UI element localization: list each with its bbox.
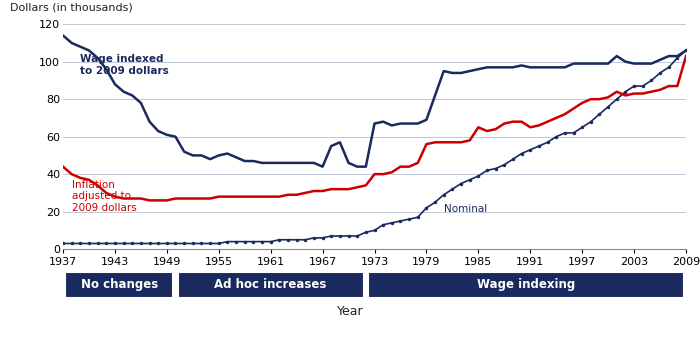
Text: Wage indexed
to 2009 dollars: Wage indexed to 2009 dollars (80, 54, 169, 76)
Text: Wage indexing: Wage indexing (477, 278, 575, 291)
Text: Year: Year (337, 305, 363, 318)
Text: Ad hoc increases: Ad hoc increases (214, 278, 327, 291)
Text: Inflation
adjusted to
2009 dollars: Inflation adjusted to 2009 dollars (71, 180, 136, 213)
Text: Dollars (in thousands): Dollars (in thousands) (10, 3, 133, 13)
Text: No changes: No changes (80, 278, 158, 291)
Text: Nominal: Nominal (444, 204, 487, 214)
